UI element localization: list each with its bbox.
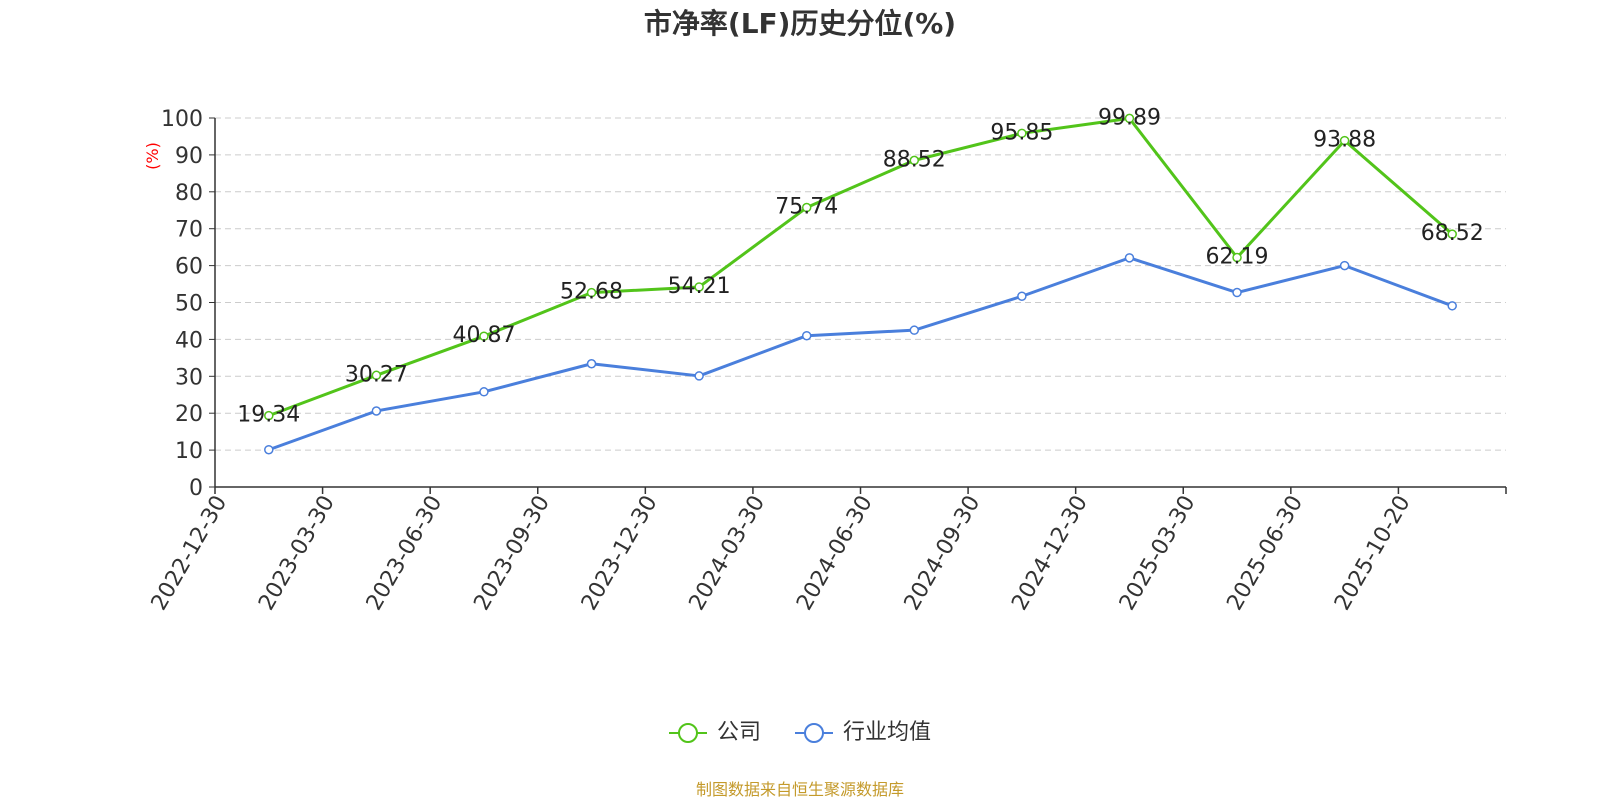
data-point (371, 406, 382, 416)
series-line-industry-avg (268, 256, 1453, 452)
data-label: 30.27 (345, 362, 408, 387)
data-point (1447, 301, 1457, 311)
data-point (909, 325, 920, 335)
y-tick-label: 100 (161, 107, 203, 132)
x-tick-label: 2024-06-30 (792, 492, 878, 615)
data-point (264, 410, 274, 421)
data-label-layer: 19.34 30.27 40.87 52.68 54.21 75.74 88.52 95.85… (237, 105, 1483, 427)
x-tick-label: 2024-12-30 (1007, 492, 1093, 615)
data-label: 54.21 (668, 274, 731, 299)
x-tick-label: 2023-06-30 (362, 491, 448, 614)
x-tick-label: 2022-12-30 (147, 492, 233, 615)
data-point (371, 370, 382, 381)
data-point (1232, 252, 1242, 263)
legend: 公司 行业均值 (0, 722, 1600, 744)
data-point (1124, 253, 1135, 263)
data-point (586, 287, 597, 298)
x-tick-label: 2025-03-30 (1115, 492, 1201, 615)
data-point (1339, 260, 1350, 271)
x-tick-label: 2023-09-30 (469, 492, 555, 615)
y-tick-label: 90 (175, 144, 203, 169)
data-point (479, 331, 489, 341)
x-tick-label: 2023-03-30 (254, 492, 340, 615)
data-point (1232, 287, 1242, 298)
x-tick-label: 2025-06-30 (1222, 492, 1308, 615)
data-point (801, 202, 812, 213)
axis-layer: 0 10 20 30 40 50 60 70 80 90 100 2022-12-30 2023-03-… (147, 107, 1507, 615)
data-label: 88.52 (883, 147, 946, 172)
source-note: 制图数据来自恒生聚源数据库 (695, 780, 904, 799)
legend-marker-industry-avg-icon (795, 723, 833, 743)
y-tick-label: 50 (175, 292, 203, 317)
data-label: 93.88 (1313, 128, 1376, 153)
legend-item-company[interactable]: 公司 (668, 720, 761, 745)
data-label: 19.34 (237, 403, 300, 428)
legend-label-industry-avg: 行业均值 (843, 720, 932, 745)
y-axis-label: (%) (143, 142, 162, 170)
data-point (1017, 128, 1027, 139)
data-label: 52.68 (560, 280, 623, 305)
y-tick-label: 20 (175, 402, 203, 427)
x-tick-label: 2025-10-20 (1330, 492, 1416, 615)
x-tick-label: 2024-09-30 (900, 491, 986, 614)
series-layer (264, 113, 1457, 455)
data-point (1447, 229, 1457, 239)
y-tick-label: 80 (175, 181, 203, 206)
data-point (479, 387, 489, 397)
data-label: 75.74 (775, 195, 838, 220)
legend-marker-company-icon (668, 723, 707, 743)
y-tick-label: 60 (175, 255, 203, 280)
grid-layer (215, 117, 1506, 451)
series-line-company (268, 116, 1454, 418)
y-tick-label: 30 (175, 365, 203, 390)
data-label: 95.85 (990, 120, 1053, 145)
data-label: 40.87 (452, 323, 515, 348)
data-label: 99.89 (1098, 105, 1161, 130)
chart-title: 市净率(LF)历史分位(%) (643, 7, 957, 40)
data-point (694, 282, 704, 292)
data-point (1017, 291, 1027, 301)
x-tick-label: 2023-12-30 (577, 492, 663, 615)
data-point (586, 359, 597, 369)
data-point (1339, 135, 1350, 146)
x-tick-label: 2024-03-30 (685, 492, 771, 615)
y-tick-label: 40 (175, 328, 203, 353)
y-tick-label: 70 (175, 218, 203, 243)
data-point (1124, 113, 1135, 124)
data-point (909, 155, 920, 166)
data-point (264, 444, 274, 455)
y-tick-label: 10 (175, 439, 203, 464)
legend-label-company: 公司 (716, 720, 761, 745)
data-point (694, 371, 704, 381)
data-label: 68.52 (1421, 221, 1484, 246)
data-label: 62.19 (1206, 245, 1269, 270)
legend-item-industry-avg[interactable]: 行业均值 (795, 722, 931, 744)
y-tick-label: 0 (189, 476, 203, 501)
data-point (801, 330, 812, 341)
